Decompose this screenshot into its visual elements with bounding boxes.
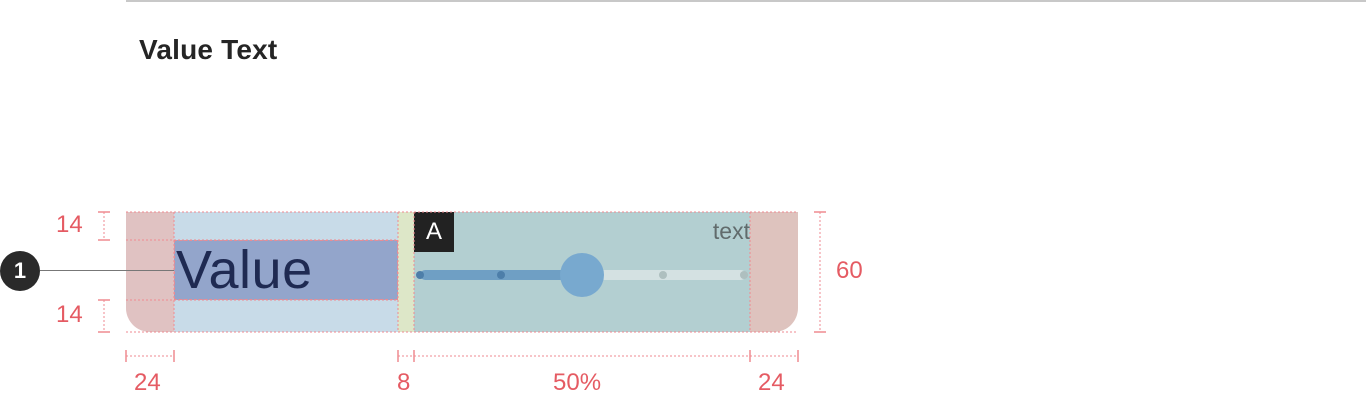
slider-tick — [659, 271, 667, 279]
section-title: Value Text — [139, 34, 278, 65]
value-text: Value — [176, 240, 313, 300]
badge-a: A — [414, 212, 454, 252]
gap-region — [398, 212, 414, 332]
dimension-height: 60 — [836, 257, 863, 284]
slider-tick — [740, 271, 748, 279]
top-divider — [126, 0, 1366, 2]
left-padding-region — [126, 212, 174, 332]
dimension-bottom-padding: 14 — [56, 301, 83, 328]
dimension-right-padding: 24 — [758, 369, 785, 396]
right-padding-region — [750, 212, 798, 332]
dimension-gap: 8 — [397, 369, 411, 396]
left-padding-overlay — [126, 212, 174, 332]
slider-tick — [416, 271, 424, 279]
callout-marker: 1 — [0, 251, 40, 291]
slider-tick — [497, 271, 505, 279]
dimension-left-padding: 24 — [134, 369, 161, 396]
dimension-top-padding: 14 — [56, 211, 83, 238]
dimension-slider-width: 50% — [553, 369, 602, 396]
unit-text: text — [712, 218, 750, 244]
callout-leader-line — [40, 270, 174, 271]
slider-thumb[interactable] — [560, 253, 604, 297]
